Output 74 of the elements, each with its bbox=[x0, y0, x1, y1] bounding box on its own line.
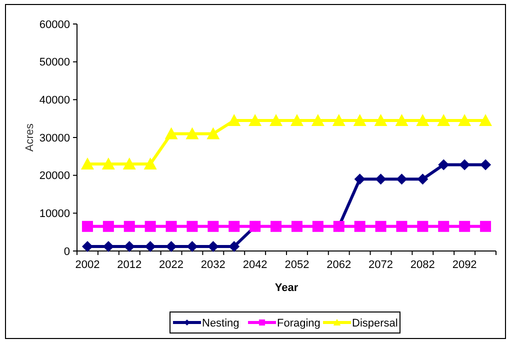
legend-label: Nesting bbox=[202, 317, 240, 330]
point bbox=[164, 127, 178, 140]
point bbox=[186, 127, 199, 140]
point bbox=[82, 220, 93, 232]
y-tick-label: 30000 bbox=[39, 132, 70, 144]
y-axis-title: Acres bbox=[24, 122, 36, 152]
point bbox=[291, 220, 302, 232]
point bbox=[186, 240, 198, 252]
point bbox=[228, 114, 241, 126]
point bbox=[479, 114, 492, 126]
x-tick-label: 2012 bbox=[117, 259, 142, 271]
point bbox=[228, 220, 240, 232]
point bbox=[144, 240, 156, 252]
x-tick-label: 2092 bbox=[452, 259, 477, 271]
point bbox=[438, 159, 450, 170]
x-tick-label: 2072 bbox=[368, 259, 394, 271]
y-tick-label: 50000 bbox=[39, 56, 70, 69]
legend-label: Foraging bbox=[277, 317, 320, 330]
point bbox=[375, 220, 386, 232]
point bbox=[417, 220, 428, 232]
point bbox=[480, 220, 492, 232]
legend-label: Dispersal bbox=[352, 317, 398, 330]
point bbox=[122, 157, 136, 170]
point bbox=[396, 174, 408, 185]
point bbox=[144, 220, 156, 232]
point bbox=[312, 220, 324, 232]
point bbox=[102, 157, 115, 170]
point bbox=[438, 220, 450, 232]
point bbox=[354, 174, 366, 185]
point bbox=[80, 157, 94, 170]
x-tick-label: 2062 bbox=[326, 259, 352, 271]
x-tick-label: 2002 bbox=[75, 259, 100, 271]
y-tick-label: 0 bbox=[64, 246, 70, 258]
point bbox=[311, 114, 324, 126]
y-tick-label: 60000 bbox=[39, 18, 70, 31]
x-tick-label: 2082 bbox=[410, 259, 435, 271]
y-tick-label: 40000 bbox=[39, 94, 70, 107]
y-tick-label: 20000 bbox=[39, 170, 70, 182]
point bbox=[375, 174, 386, 185]
point bbox=[374, 114, 388, 126]
point bbox=[208, 220, 219, 232]
point bbox=[417, 174, 428, 185]
point bbox=[124, 220, 135, 232]
point bbox=[290, 114, 304, 126]
point bbox=[270, 220, 282, 232]
point bbox=[166, 240, 177, 252]
point bbox=[458, 114, 472, 126]
point bbox=[166, 220, 177, 232]
point bbox=[395, 114, 408, 126]
point bbox=[396, 220, 408, 232]
x-tick-label: 2022 bbox=[159, 259, 184, 271]
point bbox=[354, 220, 366, 232]
point bbox=[206, 127, 220, 140]
point bbox=[416, 114, 430, 126]
point bbox=[102, 220, 114, 232]
x-tick-label: 2032 bbox=[200, 259, 226, 271]
point bbox=[208, 240, 219, 252]
point bbox=[332, 114, 346, 126]
point bbox=[459, 220, 470, 232]
point bbox=[124, 240, 135, 252]
x-tick-label: 2042 bbox=[242, 259, 268, 271]
point bbox=[480, 159, 492, 170]
point bbox=[248, 114, 262, 126]
point bbox=[144, 157, 157, 170]
point bbox=[437, 114, 450, 126]
point bbox=[353, 114, 366, 126]
point bbox=[82, 240, 93, 252]
point bbox=[459, 159, 470, 170]
x-tick-label: 2052 bbox=[284, 259, 310, 271]
point bbox=[270, 114, 283, 126]
point bbox=[228, 240, 240, 252]
x-axis-title: Year bbox=[274, 282, 299, 294]
point bbox=[186, 220, 198, 232]
y-tick-label: 10000 bbox=[39, 208, 70, 220]
